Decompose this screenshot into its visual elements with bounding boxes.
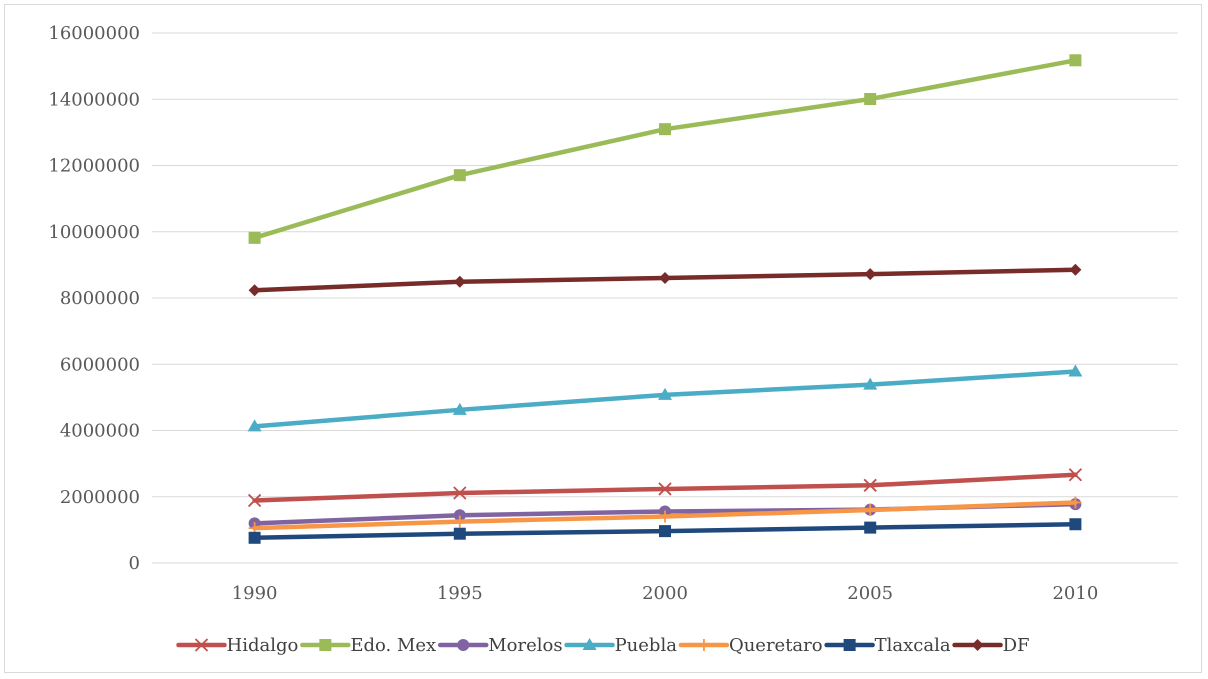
data-point [864,93,877,106]
data-point [1068,364,1083,377]
gridlines [152,32,1178,498]
data-point [659,510,671,523]
series-lines [247,54,1083,544]
legend: Hidalgo Edo. Mex Morelos Puebla Queretaro Tla… [176,635,1030,656]
y-tick-label: 8000000 [60,288,140,309]
data-point-stroke [1068,468,1083,482]
x-tick-label: 2005 [847,583,893,604]
legend-item-edo-mex: Edo. Mex [300,635,436,656]
y-tick-label: 16000000 [48,23,140,44]
data-point [659,271,671,284]
legend-swatch-marker [843,639,856,651]
series-df [248,263,1082,297]
legend-item-queretaro: Queretaro [678,635,823,656]
legend-item-puebla: Puebla [564,635,678,656]
series-edo-mex [248,54,1082,244]
legend-swatch-marker [697,639,710,651]
series-tlaxcala [248,518,1082,544]
legend-swatch-marker [971,639,984,651]
legend-label: Morelos [488,635,562,656]
data-point-stroke [453,486,467,500]
data-point [248,231,261,244]
data-point [452,402,467,415]
legend-label: DF [1003,635,1030,656]
data-point [863,478,877,492]
legend-label: Tlaxcala [875,635,951,656]
data-point [1068,468,1083,482]
data-point-stroke [863,478,877,492]
axes: 0 2000000 4000000 6000000 8000000 10000000 120… [48,23,1178,604]
data-point [658,387,672,400]
series-queretaro [248,496,1082,535]
legend-item-tlaxcala: Tlaxcala [824,635,951,656]
legend-label: Edo. Mex [350,635,436,656]
data-point [453,515,466,528]
y-tick-label: 14000000 [48,89,140,110]
data-point [864,521,877,534]
data-point [248,284,261,297]
series-line [252,58,1078,241]
data-point [1069,518,1082,531]
legend-item-hidalgo: Hidalgo [176,635,299,656]
data-point [864,504,877,517]
y-tick-label: 4000000 [60,421,140,442]
data-point [659,525,671,538]
data-point [453,509,466,522]
y-tick-label: 10000000 [48,222,140,243]
x-tick-label: 2000 [642,583,688,604]
data-point [1069,263,1082,276]
data-point [453,527,466,540]
data-point [453,486,467,500]
data-point [1069,54,1082,67]
data-point [864,268,877,281]
data-point [1069,496,1082,509]
legend-swatch-marker [319,639,332,651]
y-tick-label: 2000000 [60,487,140,508]
data-point-stroke [658,482,672,496]
chart-frame [4,4,1202,673]
data-point [659,123,671,136]
y-tick-label: 6000000 [60,354,140,375]
data-point-stroke [247,493,262,508]
legend-swatch-marker [582,638,597,650]
data-point [247,419,262,432]
y-tick-label: 12000000 [48,156,140,177]
legend-label: Puebla [615,635,678,656]
series-puebla [247,364,1083,432]
x-tick-label: 1995 [437,583,483,604]
data-point [248,531,261,544]
data-point [658,482,672,496]
legend-label: Hidalgo [227,635,299,656]
data-point [863,377,878,390]
legend-item-df: DF [952,635,1030,656]
legend-swatch-marker [457,639,470,651]
legend-swatch-marker [194,638,209,652]
data-point [453,275,466,288]
legend-label: Queretaro [729,635,823,656]
x-tick-label: 2010 [1052,583,1098,604]
y-tick-label: 0 [129,553,140,574]
x-tick-label: 1990 [232,583,278,604]
data-point [247,493,262,508]
series-hidalgo [247,468,1083,508]
legend-swatch-marker-stroke [194,638,209,652]
data-point [453,169,466,182]
legend-item-morelos: Morelos [437,635,563,656]
